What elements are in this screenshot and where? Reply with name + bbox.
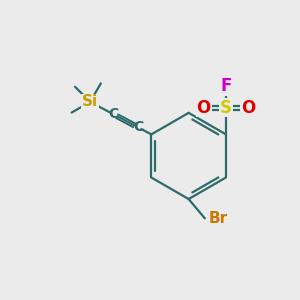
Text: O: O [196,99,211,117]
Text: Si: Si [82,94,98,110]
Text: Br: Br [208,211,228,226]
Text: F: F [220,77,232,95]
Text: C: C [133,120,143,134]
Text: O: O [241,99,255,117]
Text: S: S [220,99,232,117]
Text: C: C [108,107,119,121]
